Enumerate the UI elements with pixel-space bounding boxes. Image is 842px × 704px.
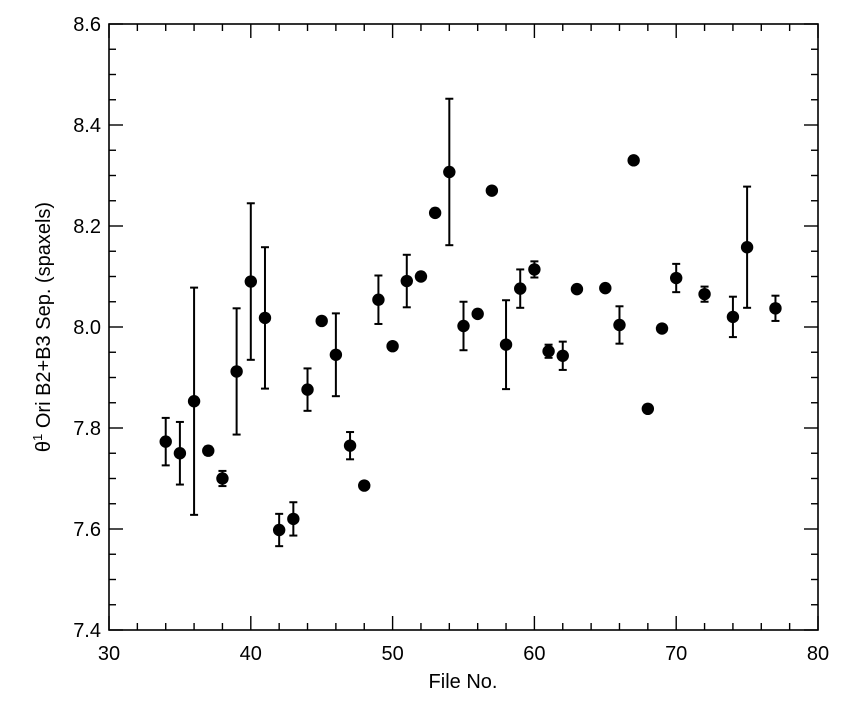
data-point (627, 154, 640, 167)
data-point (542, 345, 555, 358)
data-point (570, 282, 584, 296)
data-point (443, 165, 456, 179)
data-point (655, 322, 669, 335)
data-point (358, 479, 371, 492)
data-point (485, 184, 499, 197)
data-point (514, 282, 527, 295)
y-axis-title-text: Ori B2+B3 Sep. (spaxels) (33, 202, 55, 434)
error-bars (161, 97, 780, 548)
data-point (216, 472, 229, 485)
data-points (159, 154, 782, 537)
data-point (740, 241, 754, 254)
data-point (641, 402, 655, 416)
data-point (329, 348, 343, 361)
y-tick-label: 8.2 (73, 216, 101, 238)
y-tick-label: 8.6 (73, 14, 101, 36)
y-tick-label: 7.8 (73, 418, 101, 440)
x-axis-title: File No. (429, 671, 498, 693)
data-point (698, 287, 711, 301)
data-point (414, 270, 428, 283)
y-axis-title-symbol: θ (33, 441, 55, 452)
data-point (528, 263, 541, 276)
x-tick-label: 70 (665, 643, 687, 665)
data-point (343, 439, 357, 452)
y-tick-label: 7.4 (73, 620, 101, 642)
data-point (272, 523, 286, 537)
data-point (499, 338, 513, 351)
x-tick-label: 60 (523, 643, 545, 665)
y-tick-label: 7.6 (73, 519, 101, 541)
data-point (769, 302, 782, 315)
data-point (726, 310, 740, 324)
y-axis-title: θ1 Ori B2+B3 Sep. (spaxels) (30, 202, 55, 452)
data-point (315, 314, 328, 328)
data-point (173, 447, 187, 460)
x-tick-label: 50 (381, 643, 403, 665)
data-point (599, 281, 612, 295)
data-point (159, 435, 172, 448)
data-point (670, 271, 683, 285)
data-point (372, 293, 385, 306)
data-point (471, 307, 484, 321)
data-point (457, 319, 470, 333)
data-point (386, 339, 399, 353)
axis-tick-labels: 30 40 50 60 70 80 7.4 7.6 7.8 8.0 8.2 8.4 8.6 (73, 14, 829, 665)
y-axis-title-superscript: 1 (30, 434, 45, 441)
data-point (556, 349, 569, 362)
data-point (613, 318, 626, 332)
data-point (301, 383, 314, 396)
x-tick-label: 40 (240, 643, 262, 665)
data-point (202, 444, 215, 457)
data-point (400, 274, 413, 288)
data-point (428, 206, 442, 220)
data-point (230, 365, 243, 378)
x-tick-label: 30 (98, 643, 120, 665)
x-tick-label: 80 (807, 643, 829, 665)
y-tick-label: 8.4 (73, 115, 101, 137)
y-tick-label: 8.0 (73, 317, 101, 339)
data-point (187, 395, 201, 408)
data-point (287, 512, 300, 526)
data-point (258, 311, 272, 325)
data-point (244, 275, 257, 288)
axis-ticks (108, 23, 819, 631)
